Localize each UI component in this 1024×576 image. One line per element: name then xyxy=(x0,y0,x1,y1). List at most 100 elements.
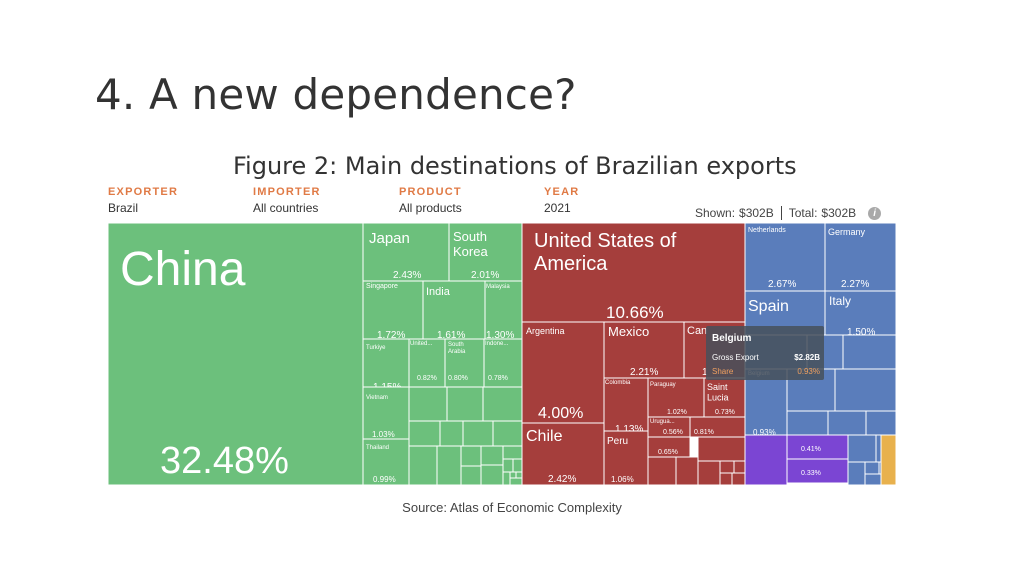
treemap-small-cell[interactable] xyxy=(460,445,482,467)
treemap-cell[interactable]: 0.81% xyxy=(689,416,746,438)
info-icon[interactable]: i xyxy=(868,206,882,220)
treemap-cell-share: 1.02% xyxy=(667,409,687,416)
treemap-small-cell[interactable] xyxy=(436,445,462,485)
treemap-small-cell[interactable] xyxy=(842,334,896,370)
treemap-small-cell[interactable] xyxy=(834,368,896,412)
treemap-small-cell[interactable] xyxy=(482,386,523,422)
treemap-cell[interactable]: 0.33% xyxy=(786,458,849,484)
treemap-chart: China 32.48% Japan 2.43% South Korea 2.01% Sing… xyxy=(108,223,896,485)
treemap-cell[interactable]: Paraguay 1.02% xyxy=(647,377,705,418)
treemap-small-cell[interactable] xyxy=(462,420,494,447)
treemap-small-cell[interactable] xyxy=(446,386,484,422)
treemap-small-cell[interactable] xyxy=(512,458,523,473)
treemap-small-cell[interactable] xyxy=(847,461,866,485)
treemap-cell[interactable]: Vietnam 1.03% xyxy=(362,386,410,440)
treemap-small-cell[interactable] xyxy=(492,420,523,447)
treemap-small-cell[interactable] xyxy=(744,434,788,485)
treemap-cell[interactable]: South Korea 2.01% xyxy=(448,223,523,282)
filter-product[interactable]: PRODUCT All products xyxy=(399,186,462,215)
filter-value: 2021 xyxy=(544,201,571,215)
filter-importer[interactable]: IMPORTER All countries xyxy=(253,186,321,215)
treemap-small-cell[interactable] xyxy=(697,460,721,485)
filter-year[interactable]: YEAR 2021 xyxy=(544,186,579,215)
treemap-cell[interactable]: Peru 1.06% xyxy=(603,430,649,485)
treemap-small-cell[interactable] xyxy=(480,445,504,466)
treemap-small-cell[interactable] xyxy=(439,420,464,447)
treemap-small-cell[interactable] xyxy=(827,410,867,436)
treemap-cell[interactable]: Argentina 4.00% xyxy=(521,321,605,424)
treemap-cell-share: 1.30% xyxy=(486,330,514,341)
treemap-cell[interactable]: Malaysia 1.30% xyxy=(484,280,523,341)
treemap-cell-share: 2.67% xyxy=(768,279,796,290)
treemap-cell-rect xyxy=(422,280,486,340)
treemap-cell-rect xyxy=(362,338,410,388)
treemap-small-cell[interactable] xyxy=(675,456,699,485)
filter-value: All products xyxy=(399,201,462,215)
filter-label: IMPORTER xyxy=(253,186,321,198)
treemap-small-cell[interactable] xyxy=(515,471,523,479)
treemap-cell[interactable]: Germany 2.27% xyxy=(824,223,896,292)
treemap-cell[interactable]: Mexico 2.21% xyxy=(603,321,685,379)
treemap-cell-label: Malaysia xyxy=(486,284,510,290)
treemap-cell-label: India xyxy=(426,286,451,298)
treemap-cell-share: 0.93% xyxy=(753,428,776,437)
treemap-small-cell[interactable] xyxy=(408,420,441,447)
treemap-small-cell[interactable] xyxy=(864,473,882,485)
treemap-small-cell[interactable] xyxy=(733,460,746,474)
treemap-cell-label: Vietnam xyxy=(366,395,388,401)
treemap-small-cell[interactable] xyxy=(847,434,877,463)
treemap-small-cell[interactable] xyxy=(864,461,880,475)
treemap-cell-share: 1.61% xyxy=(437,330,465,341)
treemap-cell-label: China xyxy=(120,243,246,296)
treemap-small-cell[interactable] xyxy=(880,434,896,485)
treemap-cell[interactable]: China 32.48% xyxy=(108,223,364,485)
treemap-cell[interactable]: 0.41% xyxy=(786,434,849,460)
treemap-small-cell[interactable] xyxy=(647,456,677,485)
treemap-cell-rect xyxy=(603,321,685,379)
treemap-small-cell[interactable] xyxy=(786,410,829,436)
treemap-cell[interactable]: Japan 2.43% xyxy=(362,223,450,282)
treemap-cell[interactable]: Thailand 0.99% xyxy=(362,438,410,485)
treemap-cell-share: 0.73% xyxy=(715,409,735,416)
treemap-small-cell[interactable] xyxy=(460,465,482,485)
treemap-cell-share: 1 xyxy=(702,367,708,378)
treemap-cell-label: Indone... xyxy=(485,341,509,347)
treemap-small-cell[interactable] xyxy=(509,477,523,485)
treemap-small-cell[interactable] xyxy=(502,471,511,485)
treemap-cell-rect xyxy=(603,377,649,432)
treemap-cell[interactable]: United States of America 10.66% xyxy=(521,223,746,323)
treemap-cell-share: 1.72% xyxy=(377,330,405,341)
treemap-small-cell[interactable] xyxy=(502,445,523,460)
treemap-cell[interactable]: Indone... 0.78% xyxy=(483,338,523,388)
treemap-cell[interactable]: South Arabia 0.80% xyxy=(444,338,485,388)
treemap-small-cell[interactable] xyxy=(731,472,746,485)
treemap-small-cell[interactable] xyxy=(509,471,517,479)
treemap-cell-share: 32.48% xyxy=(160,440,289,482)
treemap-cell-rect xyxy=(703,377,746,418)
treemap-cell[interactable]: Singapore 1.72% xyxy=(362,280,424,341)
treemap-cell-label: Japan xyxy=(369,230,410,247)
treemap-small-cell[interactable] xyxy=(719,472,733,485)
treemap-small-cell[interactable] xyxy=(719,460,735,474)
treemap-small-cell[interactable] xyxy=(480,464,504,485)
treemap-cell[interactable]: Turkiye1.15% xyxy=(362,338,410,393)
filter-value: Brazil xyxy=(108,201,139,215)
treemap-cell[interactable]: Urugua... 0.56% xyxy=(647,416,691,438)
treemap-cell[interactable]: Chile 2.42% xyxy=(521,422,605,485)
treemap-cell[interactable]: Italy 1.50% xyxy=(824,290,896,338)
treemap-cell-share: 4.00% xyxy=(538,405,583,422)
treemap-cell[interactable]: United... 0.82% xyxy=(408,338,446,388)
treemap-cell[interactable]: Saint Lucia 0.73% xyxy=(703,377,746,418)
treemap-cell[interactable]: Netherlands 2.67% xyxy=(744,223,826,292)
treemap-cell[interactable]: India 1.61% xyxy=(422,280,486,341)
treemap-cell[interactable]: 0.65% xyxy=(647,436,691,458)
treemap-cell[interactable]: Colombia 1.13% xyxy=(603,377,649,435)
filter-exporter[interactable]: EXPORTER Brazil xyxy=(108,186,178,215)
treemap-small-cell[interactable] xyxy=(408,386,448,422)
treemap-small-cell[interactable] xyxy=(865,410,896,436)
treemap-small-cell[interactable] xyxy=(502,458,514,473)
treemap-cell-share: 1.06% xyxy=(611,475,634,484)
hover-tooltip: Belgium Gross Export $2.82B Share 0.93% xyxy=(706,326,824,380)
treemap-small-cell[interactable] xyxy=(697,436,746,462)
treemap-small-cell[interactable] xyxy=(408,445,438,485)
